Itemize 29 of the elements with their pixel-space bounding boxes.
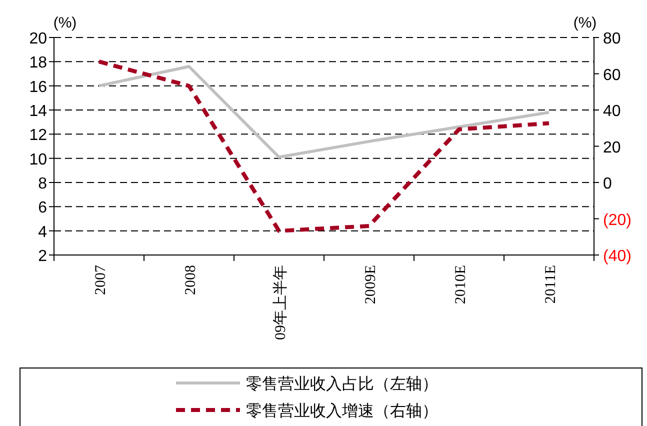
y-tick-label: 20 (29, 30, 48, 48)
y-tick-label: 10 (29, 151, 48, 168)
y2-axis-title: (%) (573, 14, 597, 32)
x-tick-label: 2009E (363, 265, 379, 304)
y-tick-label: 14 (29, 103, 48, 120)
y2-tick-label: 80 (603, 30, 621, 48)
y-tick-label: 12 (29, 127, 48, 144)
y-tick-label: 4 (38, 224, 48, 241)
y-tick-label: 8 (38, 176, 48, 192)
y-tick-label: 16 (29, 78, 48, 96)
y2-tick-label: 0 (603, 176, 612, 192)
y-axis-title: (%) (53, 14, 77, 32)
y2-tick-label: (20) (603, 212, 632, 229)
y-tick-label: 18 (29, 54, 48, 72)
x-tick-label: 2008 (183, 265, 199, 295)
legend-label: 零售营业收入增速（右轴） (246, 402, 438, 420)
legend-label: 零售营业收入占比（左轴） (246, 375, 438, 393)
line-series (98, 65, 550, 159)
y-tick-label: 2 (38, 248, 48, 265)
x-tick-label: 2007 (93, 264, 109, 295)
x-tick-label: 2011E (543, 265, 559, 304)
x-tick-label: 09年上半年 (272, 265, 289, 340)
x-tick-label: 2010E (453, 265, 469, 304)
y2-tick-label: 60 (603, 66, 621, 84)
y2-tick-label: 20 (603, 139, 621, 156)
y-tick-label: 6 (38, 200, 48, 217)
y2-tick-label: 40 (603, 103, 621, 120)
line-series (97, 60, 551, 233)
y2-tick-label: (40) (603, 248, 632, 265)
